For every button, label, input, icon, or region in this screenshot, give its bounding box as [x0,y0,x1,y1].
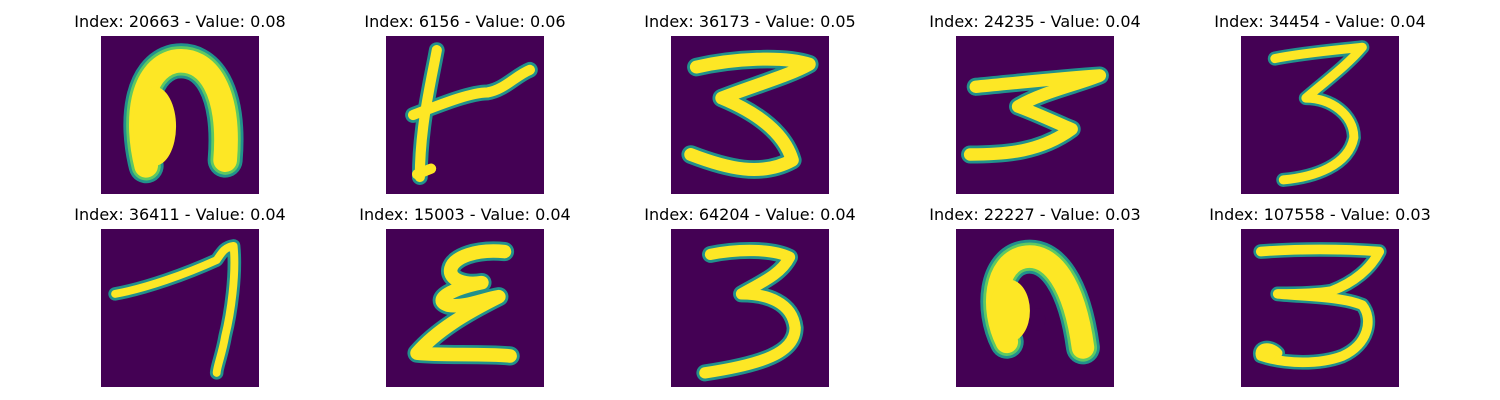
image-title: Index: 24235 - Value: 0.04 [929,12,1141,31]
image-cell-5: Index: 36411 - Value: 0.04 [50,205,310,395]
image-title: Index: 36411 - Value: 0.04 [74,205,286,224]
digit-image-three [1241,36,1399,194]
digit-image-seven [101,229,259,387]
image-cell-2: Index: 36173 - Value: 0.05 [620,12,880,202]
image-title: Index: 64204 - Value: 0.04 [644,205,856,224]
image-title: Index: 36173 - Value: 0.05 [644,12,856,31]
image-cell-9: Index: 107558 - Value: 0.03 [1190,205,1450,395]
image-cell-3: Index: 24235 - Value: 0.04 [905,12,1165,202]
digit-image-arch [101,36,259,194]
image-title: Index: 34454 - Value: 0.04 [1214,12,1426,31]
image-cell-6: Index: 15003 - Value: 0.04 [335,205,595,395]
digit-image-t-shape [386,36,544,194]
image-title: Index: 6156 - Value: 0.06 [364,12,566,31]
digit-image-flat-three [956,36,1114,194]
digit-image-three-b [671,229,829,387]
digit-image-arch-blob [956,229,1114,387]
image-title: Index: 107558 - Value: 0.03 [1209,205,1431,224]
image-cell-7: Index: 64204 - Value: 0.04 [620,205,880,395]
image-cell-0: Index: 20663 - Value: 0.08 [50,12,310,202]
image-title: Index: 20663 - Value: 0.08 [74,12,286,31]
image-title: Index: 22227 - Value: 0.03 [929,205,1141,224]
digit-image-wide-three [671,36,829,194]
image-cell-1: Index: 6156 - Value: 0.06 [335,12,595,202]
image-title: Index: 15003 - Value: 0.04 [359,205,571,224]
digit-image-three-loop [1241,229,1399,387]
digit-image-epsilon [386,229,544,387]
image-cell-4: Index: 34454 - Value: 0.04 [1190,12,1450,202]
image-cell-8: Index: 22227 - Value: 0.03 [905,205,1165,395]
